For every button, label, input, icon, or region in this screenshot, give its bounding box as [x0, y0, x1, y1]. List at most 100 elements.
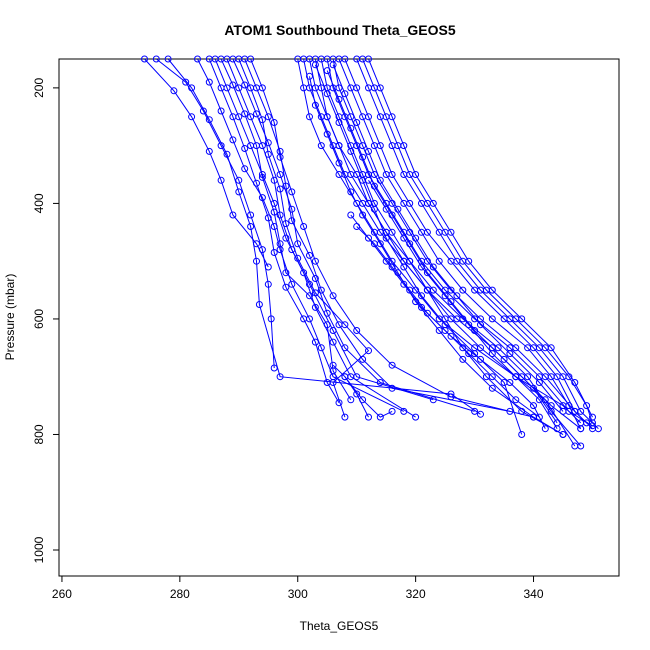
data-point — [335, 159, 343, 167]
data-point — [205, 116, 213, 124]
data-point — [365, 413, 372, 421]
data-point — [359, 153, 367, 161]
data-point — [141, 55, 148, 63]
series-line — [320, 58, 564, 435]
y-tick-label: 600 — [32, 309, 46, 329]
data-point — [488, 350, 496, 358]
data-point — [300, 223, 308, 230]
series-line — [332, 58, 587, 424]
data-point — [518, 431, 526, 438]
series-line — [208, 58, 340, 403]
data-point — [577, 442, 585, 450]
data-point — [535, 396, 543, 404]
data-point — [182, 78, 190, 86]
data-point — [276, 373, 284, 381]
data-point — [500, 355, 508, 363]
plot-frame — [58, 58, 620, 577]
data-point — [547, 344, 555, 352]
data-point — [506, 350, 514, 358]
data-point — [311, 275, 319, 282]
data-point — [270, 249, 278, 256]
series-3 — [141, 55, 272, 271]
data-point — [376, 379, 384, 386]
data-point — [506, 379, 514, 386]
data-point — [329, 61, 337, 69]
series-27 — [323, 67, 561, 427]
data-point — [394, 205, 402, 213]
data-point — [376, 84, 384, 92]
data-point — [217, 55, 225, 63]
data-point — [341, 90, 349, 98]
series-line — [220, 58, 352, 401]
data-point — [329, 292, 337, 300]
data-point — [247, 55, 255, 63]
data-point — [317, 55, 325, 63]
data-point — [353, 119, 361, 126]
data-point — [530, 384, 537, 392]
data-point — [477, 321, 484, 329]
data-point — [406, 199, 414, 207]
data-point — [306, 72, 313, 80]
series-21 — [365, 55, 596, 421]
data-point — [382, 205, 390, 213]
data-point — [347, 113, 355, 121]
data-point — [447, 393, 455, 401]
data-point — [365, 347, 372, 355]
series-33 — [341, 373, 396, 421]
series-24 — [317, 55, 567, 438]
data-point — [347, 396, 355, 404]
data-point — [253, 142, 260, 150]
data-point — [311, 303, 319, 311]
data-point — [418, 303, 425, 311]
data-point — [217, 107, 225, 115]
data-point — [589, 413, 596, 421]
series-line — [214, 58, 416, 418]
data-point — [347, 147, 355, 155]
data-point — [477, 355, 484, 363]
data-point — [264, 280, 272, 288]
y-tick-label: 800 — [32, 424, 46, 444]
data-point — [335, 119, 343, 126]
series-line — [362, 58, 593, 424]
data-point — [276, 211, 284, 219]
series-line — [338, 58, 582, 429]
data-point — [400, 234, 408, 242]
data-point — [365, 147, 372, 155]
data-point — [518, 315, 526, 323]
data-point — [255, 301, 263, 308]
data-point — [583, 402, 591, 410]
data-point — [429, 263, 437, 271]
data-point — [447, 298, 455, 306]
data-point — [447, 332, 455, 340]
data-point — [365, 234, 372, 242]
series-line — [326, 58, 593, 427]
series-line — [167, 58, 481, 415]
data-point — [512, 373, 520, 381]
data-point — [282, 182, 290, 190]
data-point — [253, 179, 260, 187]
data-point — [311, 101, 319, 109]
data-point — [241, 81, 249, 89]
series-line — [368, 58, 593, 418]
data-point — [465, 321, 473, 329]
data-point — [406, 286, 414, 294]
data-point — [488, 286, 496, 294]
series-line — [344, 376, 393, 418]
data-point — [311, 257, 319, 265]
series-line — [238, 58, 370, 418]
data-point — [306, 55, 313, 63]
data-point — [229, 211, 237, 219]
data-point — [235, 55, 243, 63]
data-point — [365, 176, 372, 184]
data-point — [494, 344, 502, 352]
data-point — [341, 413, 349, 421]
data-point — [541, 425, 549, 433]
data-point — [329, 361, 337, 369]
data-point — [288, 188, 296, 196]
data-point — [258, 84, 266, 92]
data-point — [412, 413, 420, 421]
series-line — [297, 58, 582, 424]
data-point — [353, 84, 361, 92]
series-2 — [164, 55, 484, 418]
data-point — [370, 240, 378, 248]
